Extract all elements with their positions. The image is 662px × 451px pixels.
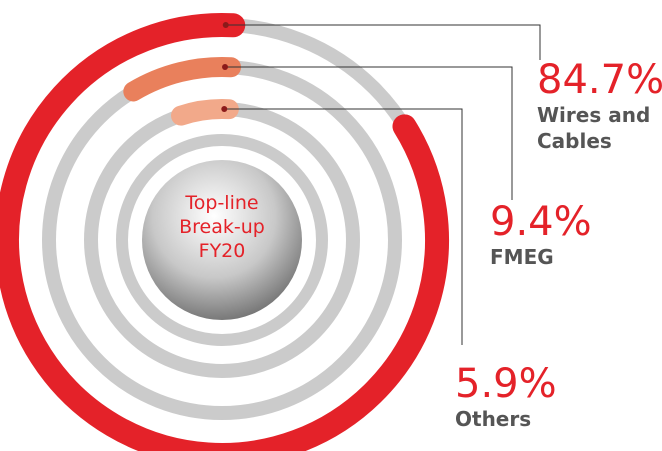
center-sphere — [142, 160, 302, 320]
center-title: Top-line Break-up FY20 — [179, 192, 265, 262]
leader-line — [225, 66, 513, 200]
label: 9.4% FMEG — [490, 199, 592, 270]
leader-line — [224, 108, 463, 345]
leader-dot — [222, 64, 229, 71]
value-label: 84.7% — [537, 57, 662, 103]
category-label: Others — [455, 407, 532, 431]
value-label: 5.9% — [455, 361, 557, 407]
leader-dot — [222, 22, 229, 29]
value-label: 9.4% — [490, 199, 592, 245]
radial-bar — [123, 57, 242, 102]
radial-bar — [0, 13, 449, 451]
leader-line — [225, 24, 541, 60]
category-label: Wires and Cables — [537, 103, 651, 153]
leader-dot — [221, 106, 228, 113]
category-label: FMEG — [490, 245, 554, 269]
label: 5.9% Others — [455, 361, 557, 432]
track — [116, 134, 328, 346]
label: 84.7% Wires and Cables — [537, 58, 662, 154]
